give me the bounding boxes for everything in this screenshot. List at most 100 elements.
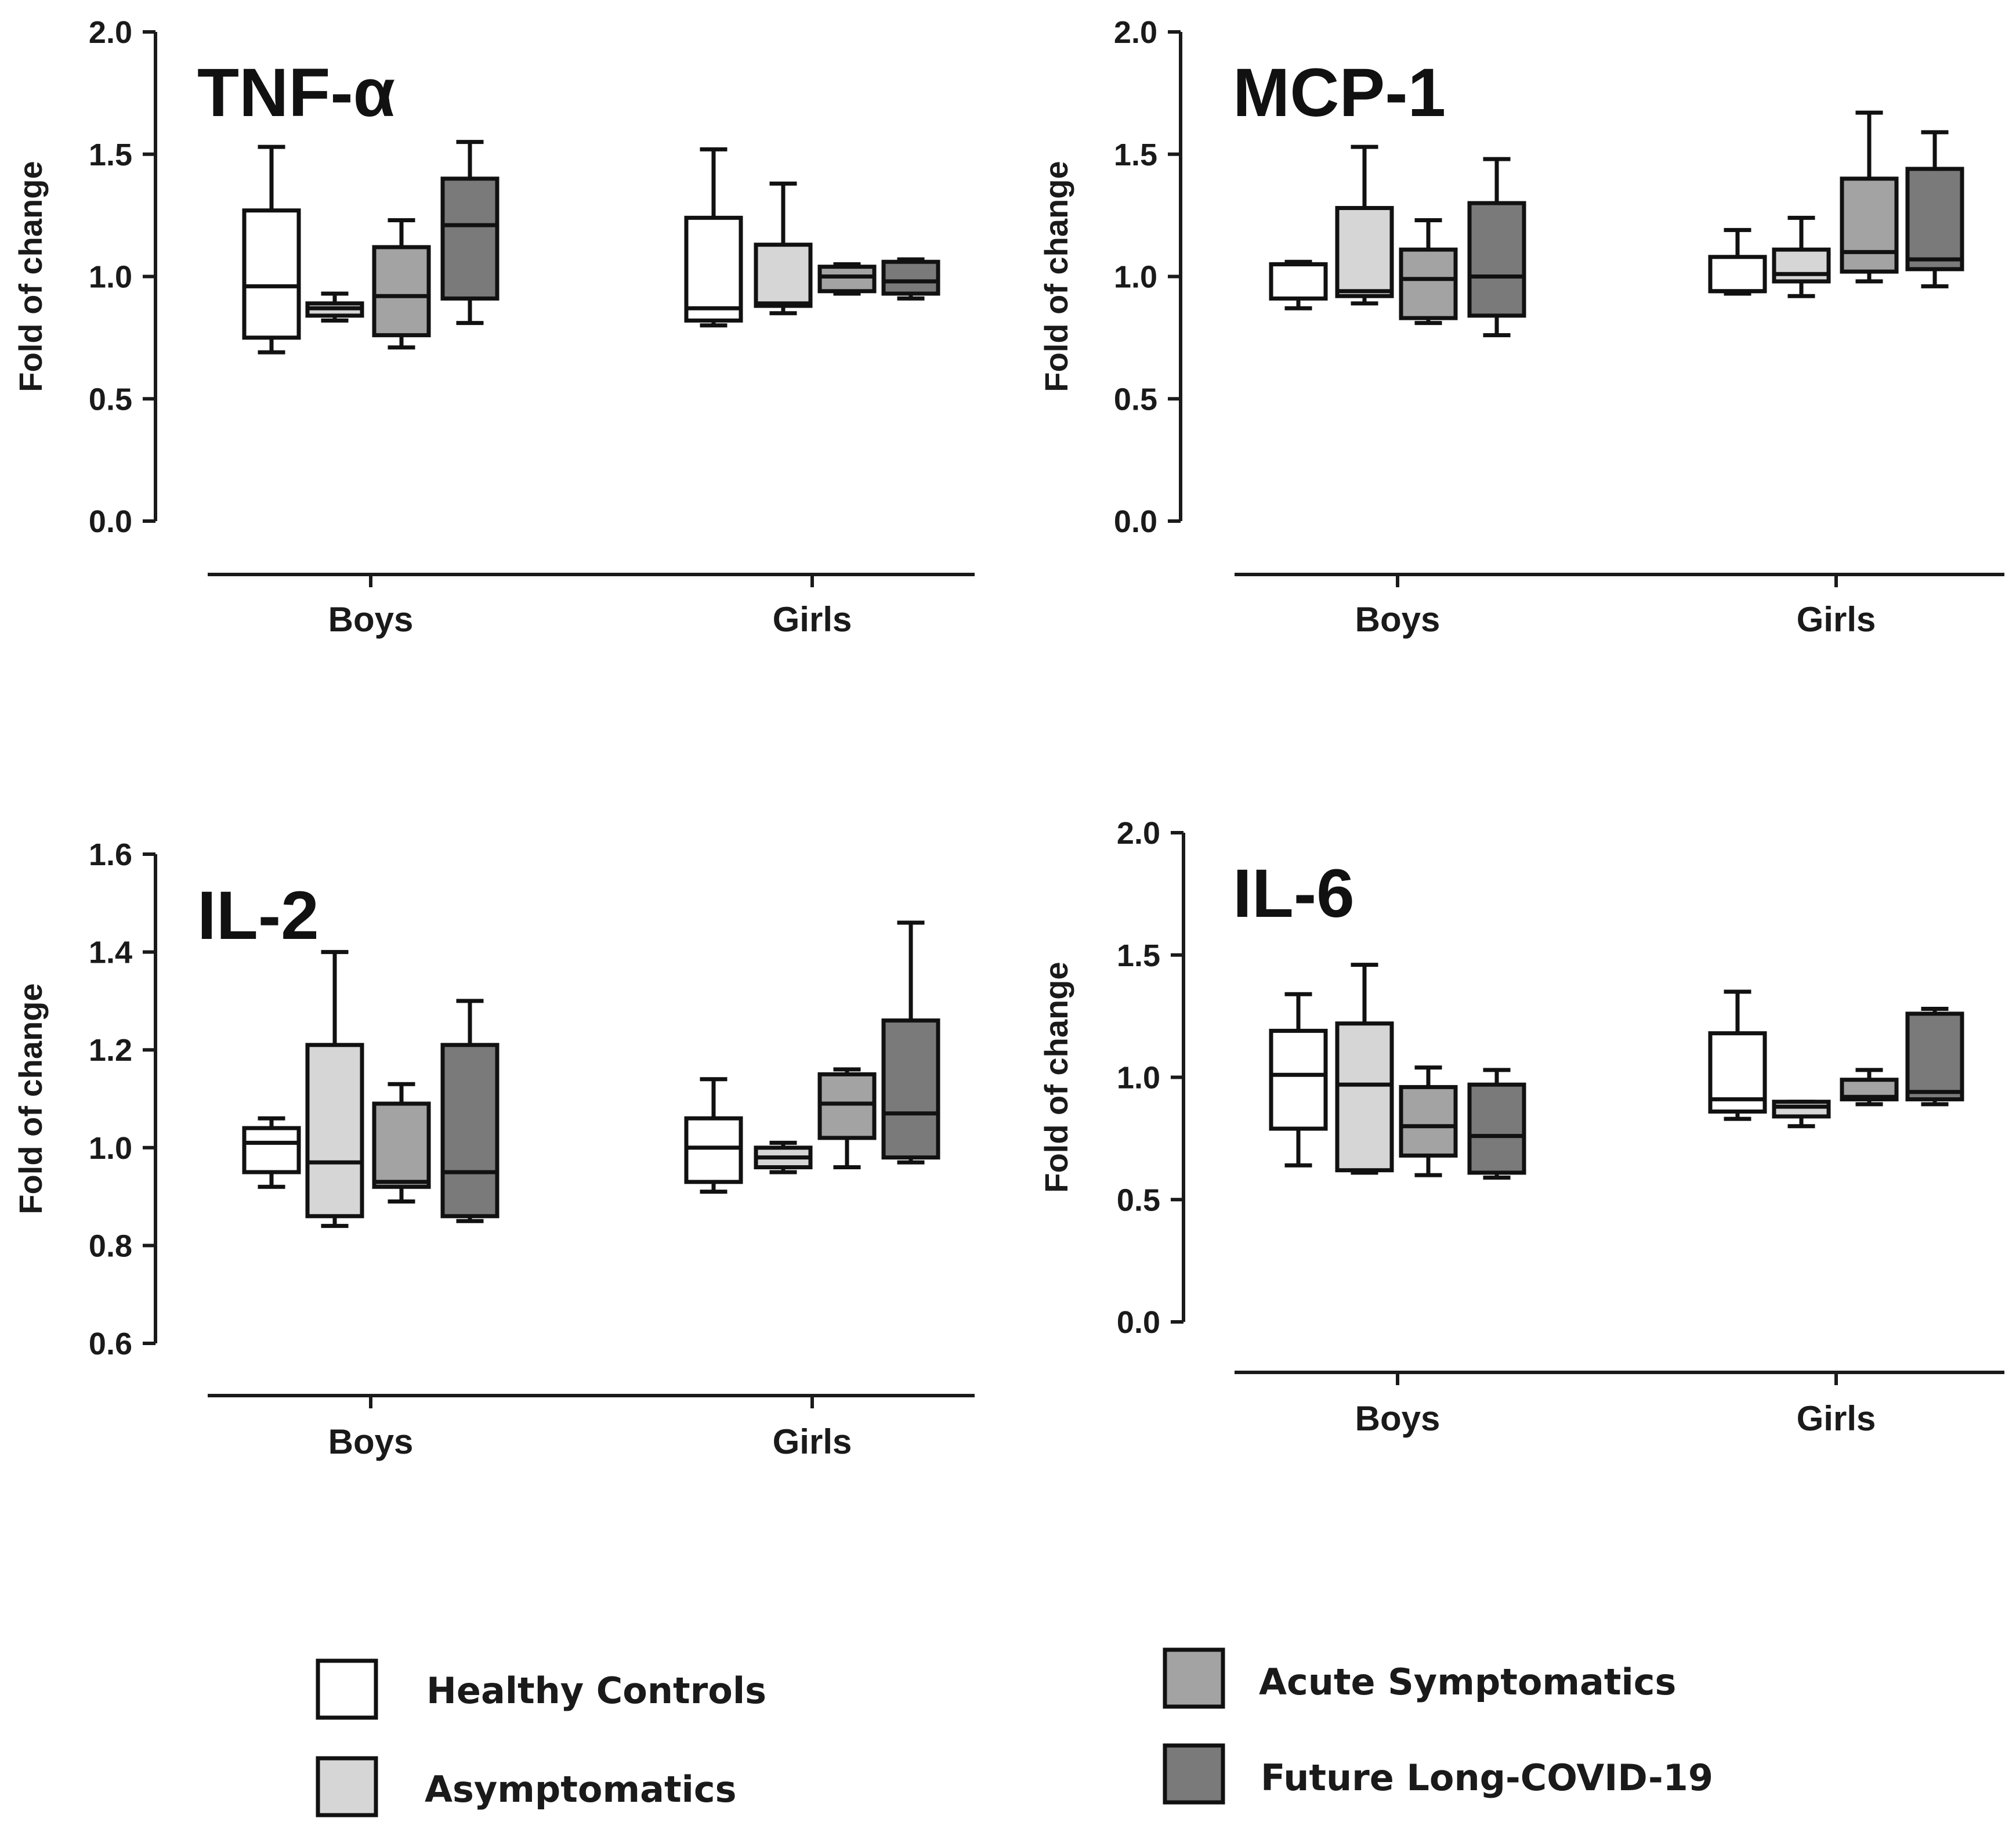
panel-title: MCP-1 xyxy=(1233,55,1446,131)
iqr-box xyxy=(817,1072,877,1140)
iqr-box xyxy=(1905,1011,1964,1101)
x-category-label: Boys xyxy=(1355,1399,1440,1438)
y-tick-label: 2.0 xyxy=(1117,816,1160,851)
box-girls-2 xyxy=(754,181,813,316)
y-tick-label: 2.0 xyxy=(89,15,132,50)
box-boys-3 xyxy=(1399,218,1458,326)
iqr-box xyxy=(1467,1082,1526,1175)
box-boys-3 xyxy=(1399,1065,1458,1177)
legend-item: Future Long-COVID-19 xyxy=(1163,1743,1713,1805)
y-tick-label: 1.5 xyxy=(1114,138,1157,172)
box-boys-1 xyxy=(1269,992,1328,1168)
iqr-box xyxy=(1269,1028,1328,1131)
box-girls-2 xyxy=(754,1140,813,1174)
iqr-box xyxy=(1467,201,1526,318)
iqr-box xyxy=(1399,1085,1458,1158)
box-boys-2 xyxy=(1335,144,1394,306)
iqr-box xyxy=(1905,167,1964,272)
y-tick-label: 0.5 xyxy=(89,382,132,417)
legend-label: Asymptomatics xyxy=(425,1768,737,1810)
legend-label: Acute Symptomatics xyxy=(1259,1661,1676,1703)
box-boys-4 xyxy=(440,999,500,1223)
legend-label: Future Long-COVID-19 xyxy=(1261,1757,1713,1799)
panel-2: 0.0 0.5 1.0 1.5 2.0 Fold of change MCP-1 Boys Gi… xyxy=(1038,15,2004,639)
x-category-label: Boys xyxy=(1355,600,1440,639)
iqr-box xyxy=(1269,262,1328,301)
y-tick-label: 1.4 xyxy=(89,935,132,970)
iqr-box xyxy=(242,1126,301,1174)
box-girls-1 xyxy=(684,1077,743,1194)
y-axis-title: Fold of change xyxy=(12,983,49,1214)
iqr-box xyxy=(817,265,877,294)
y-tick-label: 1.0 xyxy=(1117,1061,1160,1096)
box-boys-2 xyxy=(1335,963,1394,1175)
box-girls-3 xyxy=(1840,1068,1899,1107)
box-girls-4 xyxy=(881,920,940,1165)
panel-3: 0.6 0.8 1.0 1.2 1.4 1.6 Fold of change IL-2 Boys… xyxy=(12,837,975,1461)
box-boys-3 xyxy=(372,1082,431,1204)
y-tick-label: 0.0 xyxy=(1117,1305,1160,1340)
y-tick-label: 0.8 xyxy=(89,1228,132,1263)
y-tick-label: 0.6 xyxy=(89,1327,132,1361)
box-boys-4 xyxy=(1467,1068,1526,1180)
legend: Healthy Controls Asymptomatics Acute Sympt… xyxy=(316,1647,1713,1817)
y-tick-label: 1.0 xyxy=(89,1131,132,1166)
legend-swatch xyxy=(1163,1743,1225,1805)
legend-swatch xyxy=(316,1756,378,1817)
panel-title: IL-2 xyxy=(197,877,319,954)
x-category-label: Girls xyxy=(1797,600,1876,639)
y-tick-label: 1.0 xyxy=(89,260,132,295)
x-category-label: Boys xyxy=(328,1422,414,1461)
iqr-box xyxy=(372,245,431,338)
x-category-label: Girls xyxy=(1797,1399,1876,1438)
y-tick-label: 1.0 xyxy=(1114,260,1157,295)
iqr-box xyxy=(440,176,500,301)
y-tick-label: 0.5 xyxy=(1117,1183,1160,1217)
box-girls-3 xyxy=(817,1067,877,1170)
legend-swatch xyxy=(1163,1647,1225,1709)
box-girls-1 xyxy=(684,147,743,328)
y-tick-label: 1.6 xyxy=(89,837,132,872)
box-boys-1 xyxy=(242,144,301,355)
box-girls-1 xyxy=(1708,227,1767,296)
y-tick-label: 1.2 xyxy=(89,1033,132,1068)
legend-item: Asymptomatics xyxy=(316,1756,737,1817)
x-category-label: Boys xyxy=(328,600,414,639)
iqr-box xyxy=(684,215,743,323)
legend-swatch xyxy=(316,1658,378,1720)
y-tick-label: 1.5 xyxy=(89,138,132,172)
box-boys-2 xyxy=(305,950,364,1228)
panel-title: IL-6 xyxy=(1233,855,1355,932)
panel-1: 0.0 0.5 1.0 1.5 2.0 Fold of change TNF-α Boys Gi… xyxy=(12,15,975,639)
iqr-box xyxy=(881,1018,940,1160)
legend-item: Acute Symptomatics xyxy=(1163,1647,1676,1709)
y-tick-label: 0.0 xyxy=(1114,504,1157,539)
box-boys-2 xyxy=(305,291,364,323)
x-category-label: Girls xyxy=(773,600,852,639)
iqr-box xyxy=(242,208,301,340)
iqr-box xyxy=(1772,1100,1831,1119)
legend-item: Healthy Controls xyxy=(316,1658,766,1720)
box-boys-1 xyxy=(242,1116,301,1189)
iqr-box xyxy=(1335,1021,1394,1173)
box-girls-1 xyxy=(1708,989,1767,1121)
iqr-box xyxy=(1840,176,1899,274)
iqr-box xyxy=(440,1043,500,1219)
iqr-box xyxy=(372,1101,431,1189)
box-boys-4 xyxy=(1467,157,1526,338)
box-boys-3 xyxy=(372,218,431,350)
iqr-box xyxy=(1708,255,1767,294)
iqr-box xyxy=(1399,247,1458,320)
box-boys-1 xyxy=(1269,259,1328,310)
iqr-box xyxy=(881,259,940,296)
x-category-label: Girls xyxy=(773,1422,852,1461)
iqr-box xyxy=(754,243,813,308)
iqr-box xyxy=(305,1043,364,1219)
box-girls-4 xyxy=(1905,130,1964,288)
panel-4: 0.0 0.5 1.0 1.5 2.0 Fold of change IL-6 Boys Gir… xyxy=(1038,816,2004,1438)
iqr-box xyxy=(684,1116,743,1184)
box-girls-2 xyxy=(1772,215,1831,298)
box-boys-4 xyxy=(440,140,500,326)
legend-label: Healthy Controls xyxy=(426,1669,766,1712)
